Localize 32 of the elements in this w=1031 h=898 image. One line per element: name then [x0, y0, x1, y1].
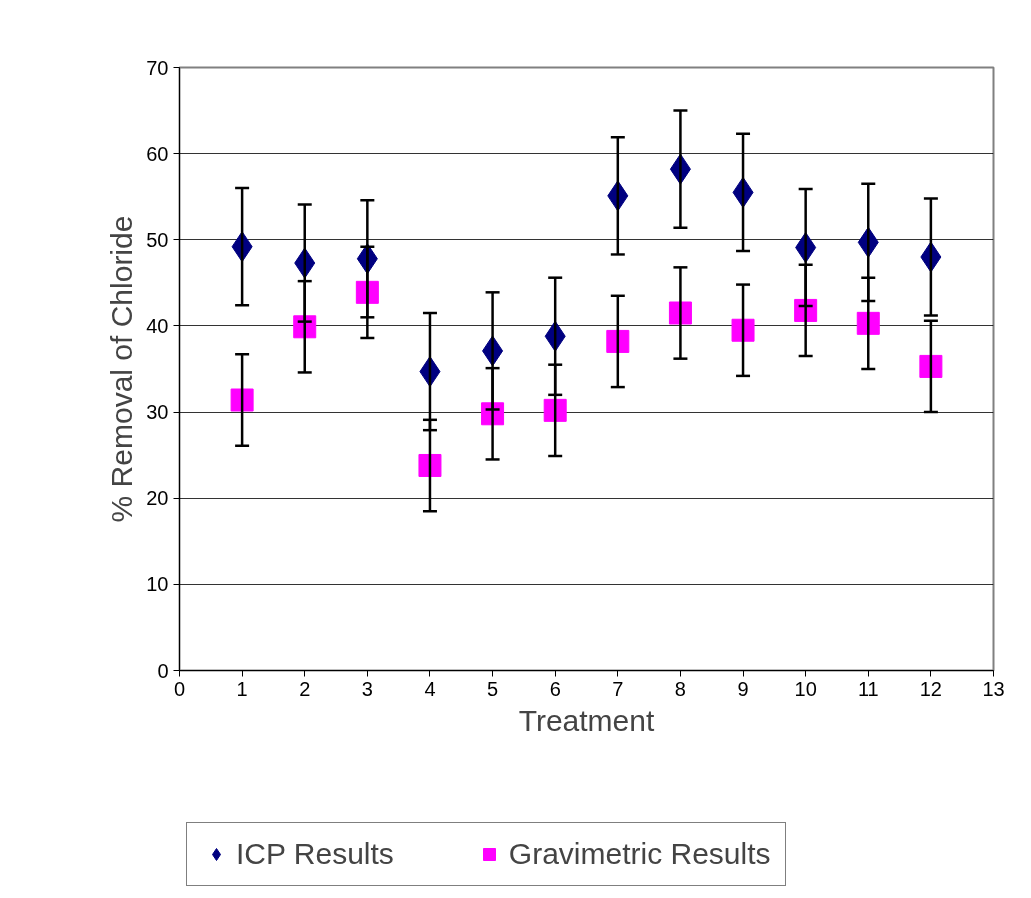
y-tick-label: 10: [146, 573, 169, 596]
y-tick-label: 60: [146, 142, 169, 165]
x-tick-label: 9: [737, 677, 749, 700]
point: [230, 388, 254, 412]
x-tick-label: 6: [549, 677, 561, 700]
x-tick-label: 2: [299, 677, 311, 700]
x-axis-title: Treatment: [518, 703, 655, 737]
x-tick-label: 3: [361, 677, 373, 700]
y-tick-label: 0: [157, 659, 169, 682]
x-tick-label: 12: [919, 677, 943, 700]
point: [731, 318, 755, 342]
point: [543, 398, 567, 422]
y-axis-title: % Removal of Chloride: [105, 215, 139, 523]
x-tick-label: 11: [857, 677, 879, 700]
x-tick-label: 7: [612, 677, 624, 700]
x-tick-label: 5: [487, 677, 499, 700]
x-tick-label: 10: [794, 677, 817, 700]
y-tick-label: 30: [146, 401, 169, 424]
y-tick-label: 50: [146, 228, 169, 251]
y-tick-label: 20: [146, 487, 169, 510]
point: [606, 329, 630, 353]
point: [919, 354, 943, 378]
point: [418, 453, 442, 477]
legend-label: ICP Results: [236, 837, 394, 871]
x-tick-label: 1: [236, 677, 248, 700]
x-tick-label: 4: [424, 677, 436, 700]
x-tick-label: 0: [173, 677, 186, 700]
legend-label: Gravimetric Results: [508, 837, 771, 871]
x-tick-label: 8: [674, 677, 686, 700]
x-tick-label: 13: [982, 677, 1005, 700]
y-tick-label: 40: [146, 314, 169, 337]
y-tick-label: 70: [146, 56, 169, 79]
